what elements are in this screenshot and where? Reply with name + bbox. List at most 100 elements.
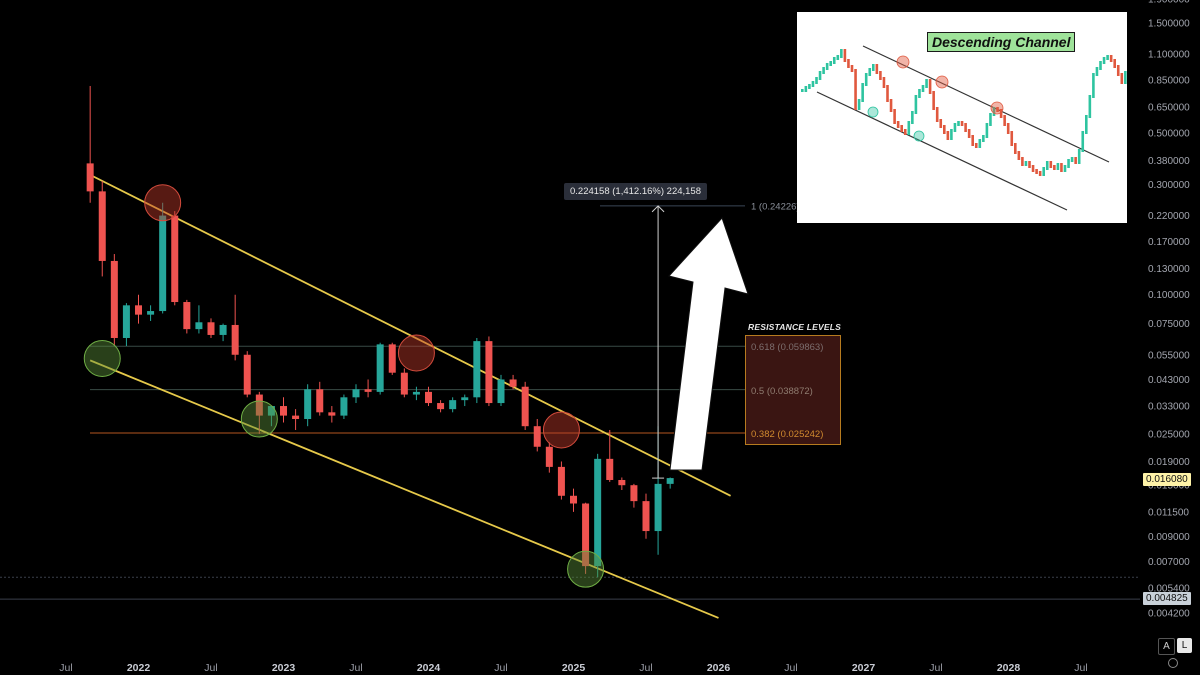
inset-candle: [836, 55, 840, 60]
inset-candle: [928, 79, 932, 94]
candle: [328, 412, 336, 416]
candle: [340, 397, 348, 416]
candle: [122, 305, 130, 338]
candle: [98, 191, 106, 261]
candle: [135, 305, 142, 315]
y-axis-tick: 1.100000: [1148, 50, 1190, 61]
measure-arrowhead: [651, 205, 665, 213]
inset-candle: [1014, 143, 1017, 154]
inset-candle: [900, 125, 903, 132]
candle: [618, 479, 626, 486]
inset-candle: [811, 81, 815, 87]
x-axis-tick: Jul: [494, 662, 507, 674]
candle: [485, 341, 493, 404]
x-axis-tick: 2026: [707, 662, 731, 674]
up-arrow-icon: [668, 217, 749, 471]
candle: [557, 466, 565, 496]
y-axis-tick: 0.075000: [1148, 319, 1190, 330]
candle: [630, 485, 638, 502]
inset-candle: [1010, 131, 1014, 146]
inset-candle: [1085, 115, 1088, 134]
candle: [231, 324, 239, 355]
inset-candle: [982, 135, 985, 142]
support-touch-marker: [567, 550, 605, 588]
candle: [316, 389, 324, 413]
inset-candle: [896, 121, 900, 128]
candle: [642, 501, 650, 532]
inset-candle: [971, 135, 974, 146]
inset-resistance-marker: [935, 75, 949, 89]
auto-scale-button[interactable]: A: [1158, 638, 1175, 655]
inset-candle: [950, 129, 953, 140]
inset-candle: [985, 123, 989, 138]
inset-candle: [825, 63, 829, 70]
candle: [183, 302, 191, 330]
inset-resistance-marker: [990, 101, 1004, 115]
inset-candle: [818, 71, 822, 80]
y-axis-tick: 0.650000: [1148, 102, 1190, 113]
settings-gear-icon[interactable]: [1168, 658, 1178, 668]
resistance-levels-box: [745, 335, 841, 445]
inset-candle: [911, 111, 914, 124]
candle: [521, 386, 529, 427]
inset-candle: [914, 95, 918, 114]
candle: [267, 406, 275, 416]
fib-top-label: 1 (0.24226): [751, 201, 800, 212]
y-axis-tick: 0.500000: [1148, 129, 1190, 140]
inset-candle: [861, 83, 864, 102]
candle: [594, 458, 602, 567]
inset-candle: [1116, 65, 1120, 76]
inset-candle: [850, 65, 854, 72]
inset-support-marker: [867, 106, 879, 118]
candle: [110, 260, 118, 338]
inset-candle: [1109, 55, 1113, 62]
inset-candle: [964, 123, 967, 132]
inset-candle: [872, 64, 875, 71]
y-axis-tick: 0.130000: [1148, 264, 1190, 275]
channel-upper-line: [89, 174, 731, 497]
candle: [86, 163, 94, 192]
inset-candle: [843, 49, 847, 62]
resistance-label-5: 0.5 (0.038872): [751, 386, 813, 397]
y-axis-tick: 0.043000: [1148, 375, 1190, 386]
log-scale-button[interactable]: L: [1177, 638, 1192, 653]
inset-candle: [1006, 123, 1010, 134]
inset-candle: [847, 59, 850, 68]
y-axis-tick: 0.025000: [1148, 429, 1190, 440]
candle: [666, 478, 674, 484]
inset-candle: [804, 86, 808, 92]
y-axis-tick: 1.500000: [1148, 18, 1190, 29]
support-touch-marker: [240, 400, 278, 438]
candle: [376, 344, 384, 392]
inset-candle: [1060, 163, 1063, 172]
inset-candle: [992, 107, 996, 116]
inset-candle: [903, 129, 907, 135]
inset-candle: [1028, 161, 1031, 168]
inset-candle: [1088, 95, 1092, 118]
inset-candle: [1045, 161, 1049, 170]
x-axis-tick: 2023: [272, 662, 296, 674]
inset-candle: [967, 129, 971, 138]
inset-lower-channel-line: [816, 91, 1068, 211]
candle: [280, 406, 287, 416]
y-axis-tick: 0.007000: [1148, 557, 1190, 568]
inset-candle: [1031, 165, 1035, 172]
inset-candle: [1021, 157, 1024, 166]
inset-candle: [1038, 171, 1042, 176]
y-axis-tick: 0.009000: [1148, 532, 1190, 543]
x-axis-tick: Jul: [639, 662, 652, 674]
inset-candle: [879, 71, 882, 80]
resistance-label-382: 0.382 (0.025242): [751, 429, 824, 440]
channel-lower-line: [89, 359, 719, 619]
candle: [473, 341, 481, 398]
support-touch-marker: [83, 339, 121, 377]
resistance-levels-title: RESISTANCE LEVELS: [748, 322, 841, 332]
inset-candle: [925, 79, 928, 88]
y-axis-tick: 0.220000: [1148, 211, 1190, 222]
inset-candle: [889, 99, 893, 112]
x-axis-tick: 2022: [127, 662, 151, 674]
inset-candle: [1092, 73, 1095, 98]
inset-candle: [943, 125, 946, 134]
y-axis-tick: 0.004200: [1148, 609, 1190, 620]
